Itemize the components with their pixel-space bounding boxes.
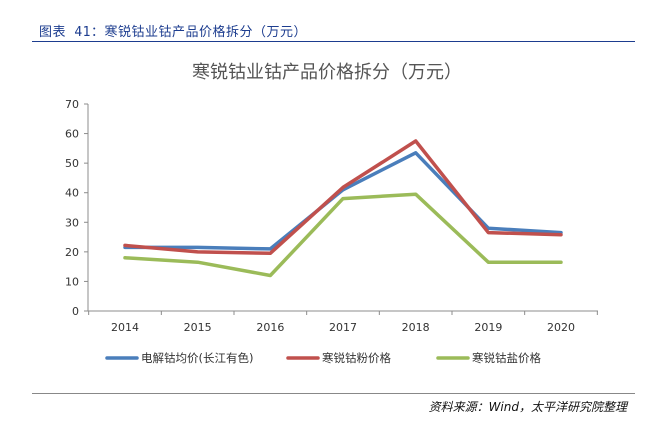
y-tick-label: 10 <box>65 275 79 288</box>
x-tick-label: 2014 <box>111 321 139 334</box>
x-tick-label: 2019 <box>474 321 502 334</box>
x-tick-label: 2020 <box>547 321 575 334</box>
x-tick-label: 2015 <box>184 321 212 334</box>
y-tick-label: 60 <box>65 128 79 141</box>
y-tick-label: 30 <box>65 216 79 229</box>
series-line-2 <box>123 139 563 256</box>
y-tick-label: 50 <box>65 157 79 170</box>
y-tick-label: 20 <box>65 246 79 259</box>
footer-divider <box>32 393 635 394</box>
y-tick-label: 70 <box>65 98 79 111</box>
series-layer <box>123 139 563 278</box>
x-tick-label: 2017 <box>329 321 357 334</box>
x-tick-label: 2018 <box>402 321 430 334</box>
chart-title: 寒锐钴业钴产品价格拆分（万元） <box>192 62 462 83</box>
legend-label-3: 寒锐钴盐价格 <box>472 351 541 365</box>
figure-caption: 图表 41：寒锐钴业钴产品价格拆分（万元） <box>39 25 307 40</box>
legend: 电解钴均价(长江有色) 寒锐钴粉价格 寒锐钴盐价格 <box>105 351 541 365</box>
y-tick-label: 40 <box>65 187 79 200</box>
source-note: 资料来源：Wind，太平洋研究院整理 <box>428 400 627 414</box>
legend-label-2: 寒锐钴粉价格 <box>322 351 391 365</box>
x-tick-label: 2016 <box>256 321 284 334</box>
legend-label-1: 电解钴均价(长江有色) <box>141 351 253 365</box>
y-tick-label: 0 <box>72 305 79 318</box>
series-line-3 <box>123 192 563 278</box>
series-line-1 <box>123 151 563 251</box>
caption-divider <box>32 41 635 42</box>
axes: 0 10 20 30 40 50 60 70 2014 2015 2016 2017 2018 2019 2… <box>65 98 598 334</box>
